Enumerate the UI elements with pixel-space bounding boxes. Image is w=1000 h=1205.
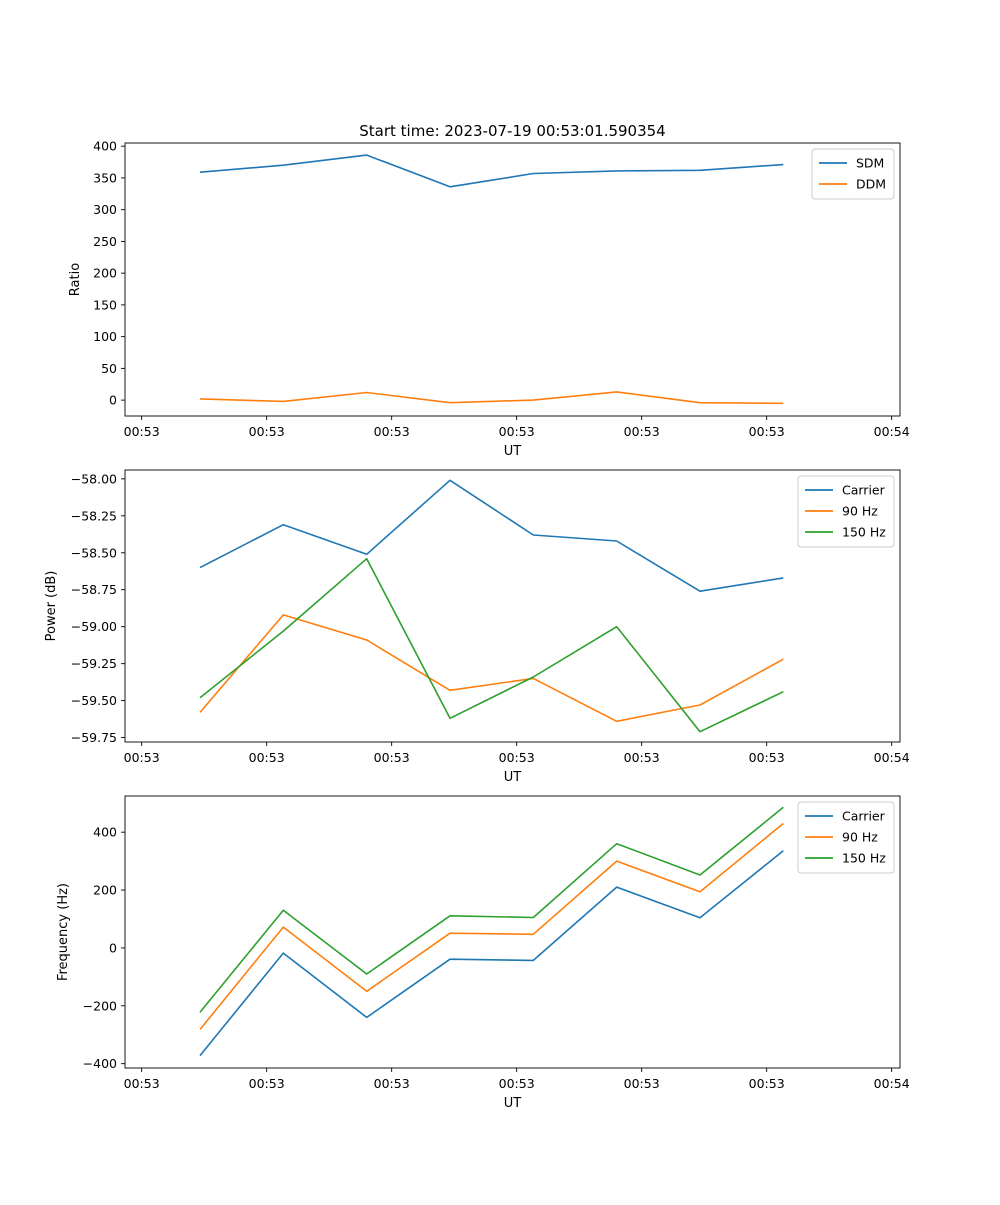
axes-frame (124, 795, 901, 1069)
y-tick-label: −59.75 (71, 730, 117, 745)
x-tick-label: 00:53 (374, 424, 410, 439)
y-axis-label: Ratio (68, 263, 83, 296)
y-axis-label: Power (dB) (44, 571, 59, 642)
legend: Carrier 90 Hz 150 Hz (797, 475, 895, 548)
series-line-ddm (199, 391, 784, 405)
x-tick-label: 00:53 (124, 424, 160, 439)
series-line-90-hz (199, 614, 784, 723)
x-tick-label: 00:54 (874, 750, 910, 765)
subplots: 00:53 00:53 00:53 00:53 00:53 00:53 00:54 0 50 10… (44, 139, 910, 1111)
figure-title: Start time: 2023-07-19 00:53:01.590354 (359, 122, 665, 140)
series-line-150-hz (199, 557, 784, 733)
legend-frame (797, 475, 895, 548)
x-tick-label: 00:53 (624, 750, 660, 765)
y-axis-label: Frequency (Hz) (56, 883, 71, 981)
x-tick-label: 00:53 (624, 1076, 660, 1091)
y-tick-label: 250 (93, 234, 117, 249)
series-line-carrier (199, 850, 784, 1057)
x-tick-label: 00:53 (749, 750, 785, 765)
x-tick-label: 00:53 (249, 424, 285, 439)
y-tick-label: 300 (93, 202, 117, 217)
x-tick-label: 00:53 (249, 750, 285, 765)
legend-label: Carrier (842, 809, 886, 824)
x-tick-label: 00:54 (874, 1076, 910, 1091)
y-tick-label: −58.00 (71, 471, 117, 486)
legend-label: Carrier (842, 483, 886, 498)
x-tick-label: 00:53 (249, 1076, 285, 1091)
axes-frame (124, 142, 901, 417)
x-tick-label: 00:53 (749, 424, 785, 439)
legend-label: 90 Hz (842, 830, 878, 845)
legend-label: SDM (856, 156, 884, 171)
y-tick-label: −400 (83, 1056, 117, 1071)
x-tick-label: 00:53 (624, 424, 660, 439)
legend-label: 150 Hz (842, 525, 886, 540)
y-tick-label: 350 (93, 170, 117, 185)
series-line-carrier (199, 479, 784, 593)
y-tick-label: −58.75 (71, 582, 117, 597)
subplot-3: 00:53 00:53 00:53 00:53 00:53 00:53 00:54 −400 −… (56, 795, 910, 1111)
subplot-2: 00:53 00:53 00:53 00:53 00:53 00:53 00:54 −59.7… (44, 469, 910, 785)
legend-label: DDM (856, 177, 886, 192)
y-tick-label: 200 (93, 266, 117, 281)
y-tick-label: −59.00 (71, 619, 117, 634)
series-line-sdm (199, 154, 784, 188)
x-tick-label: 00:53 (374, 750, 410, 765)
y-tick-label: 100 (93, 329, 117, 344)
y-tick-label: 150 (93, 297, 117, 312)
y-tick-label: −58.25 (71, 508, 117, 523)
y-tick-label: 0 (109, 940, 117, 955)
series-line-150-hz (199, 806, 784, 1013)
legend-frame (797, 801, 895, 874)
x-axis-label: UT (504, 444, 522, 459)
y-tick-label: −59.25 (71, 656, 117, 671)
subplot-1: 00:53 00:53 00:53 00:53 00:53 00:53 00:54 0 50 10… (68, 139, 910, 459)
y-tick-label: 200 (93, 883, 117, 898)
x-axis-label: UT (504, 770, 522, 785)
y-tick-label: −59.50 (71, 693, 117, 708)
legend: SDM DDM (811, 148, 895, 200)
x-axis-label: UT (504, 1096, 522, 1111)
legend-label: 150 Hz (842, 851, 886, 866)
legend-label: 90 Hz (842, 504, 878, 519)
x-tick-label: 00:53 (499, 750, 535, 765)
x-tick-label: 00:53 (499, 1076, 535, 1091)
x-tick-label: 00:53 (749, 1076, 785, 1091)
axes-frame (124, 469, 901, 743)
x-tick-label: 00:53 (374, 1076, 410, 1091)
x-tick-label: 00:54 (874, 424, 910, 439)
series-line-90-hz (199, 822, 784, 1031)
y-tick-label: 0 (109, 393, 117, 408)
x-tick-label: 00:53 (499, 424, 535, 439)
legend: Carrier 90 Hz 150 Hz (797, 801, 895, 874)
x-tick-label: 00:53 (124, 750, 160, 765)
y-tick-label: 400 (93, 139, 117, 154)
y-tick-label: −200 (83, 998, 117, 1013)
y-tick-label: 50 (101, 361, 117, 376)
legend-frame (811, 148, 895, 200)
y-tick-label: −58.50 (71, 545, 117, 560)
y-tick-label: 400 (93, 825, 117, 840)
x-tick-label: 00:53 (124, 1076, 160, 1091)
